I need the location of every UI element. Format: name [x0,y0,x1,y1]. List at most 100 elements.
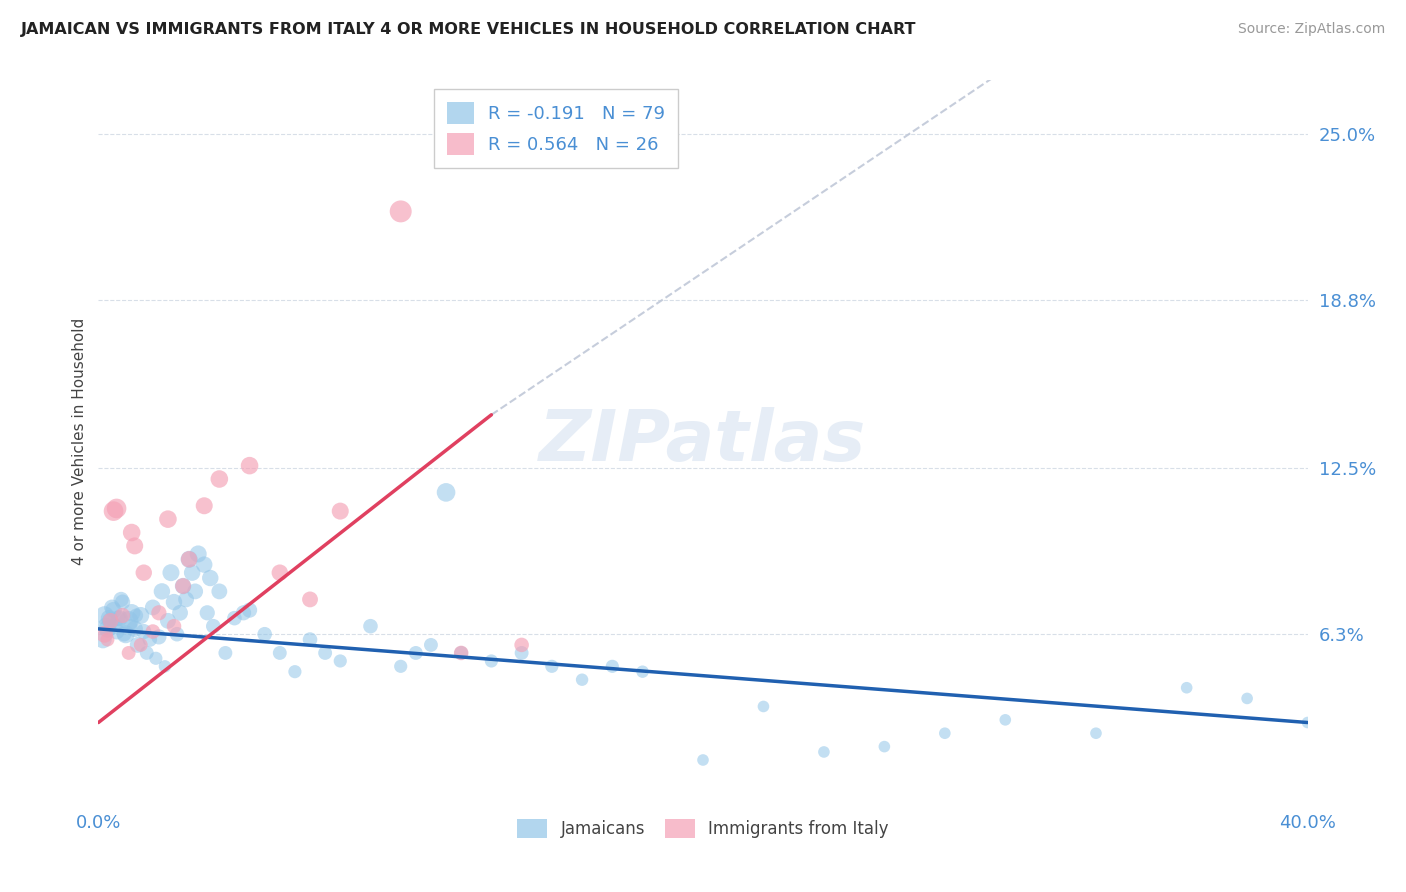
Point [105,624,128,639]
Point [389,204,412,219]
Point [631,665,654,679]
Point [139,632,162,647]
Point [269,646,291,660]
Point [420,638,443,652]
Point [156,614,179,628]
Point [179,552,201,566]
Point [129,638,152,652]
Point [153,659,176,673]
Point [127,638,149,652]
Point [160,566,183,580]
Point [124,539,146,553]
Point [98,611,121,625]
Point [239,603,262,617]
Point [179,552,201,566]
Point [163,595,186,609]
Point [510,646,533,660]
Point [121,525,143,540]
Point [104,619,127,633]
Point [195,606,218,620]
Point [172,579,194,593]
Point [111,595,134,609]
Point [120,619,142,633]
Point [873,739,896,754]
Point [510,638,533,652]
Point [934,726,956,740]
Point [193,499,215,513]
Point [105,501,128,516]
Point [389,659,412,673]
Point [163,619,186,633]
Point [103,504,125,518]
Point [193,558,215,572]
Point [93,627,115,641]
Point [540,659,562,673]
Point [148,606,170,620]
Point [329,504,352,518]
Point [114,627,136,641]
Point [101,600,124,615]
Point [145,651,167,665]
Text: Source: ZipAtlas.com: Source: ZipAtlas.com [1237,22,1385,37]
Point [110,592,132,607]
Point [299,592,322,607]
Point [142,600,165,615]
Point [174,592,197,607]
Point [125,608,148,623]
Point [1236,691,1258,706]
Point [100,614,122,628]
Text: JAMAICAN VS IMMIGRANTS FROM ITALY 4 OR MORE VEHICLES IN HOUSEHOLD CORRELATION CH: JAMAICAN VS IMMIGRANTS FROM ITALY 4 OR M… [21,22,917,37]
Point [93,608,115,623]
Point [202,619,225,633]
Text: ZIPatlas: ZIPatlas [540,407,866,476]
Y-axis label: 4 or more Vehicles in Household: 4 or more Vehicles in Household [72,318,87,566]
Point [96,622,118,636]
Point [96,632,118,647]
Point [1175,681,1198,695]
Point [184,584,207,599]
Point [111,608,134,623]
Point [94,619,117,633]
Point [450,646,472,660]
Point [169,606,191,620]
Point [434,485,457,500]
Point [1085,726,1108,740]
Point [148,630,170,644]
Point [253,627,276,641]
Point [172,579,194,593]
Point [232,606,254,620]
Point [129,608,152,623]
Point [135,646,157,660]
Point [187,547,209,561]
Point [1296,715,1319,730]
Point [100,614,122,628]
Point [481,654,503,668]
Point [118,646,141,660]
Point [360,619,382,633]
Point [156,512,179,526]
Point [692,753,714,767]
Point [299,632,322,647]
Point [132,566,155,580]
Point [994,713,1017,727]
Point [121,606,143,620]
Point [602,659,624,673]
Point [405,646,427,660]
Point [108,611,131,625]
Point [208,584,231,599]
Point [208,472,231,486]
Point [150,584,173,599]
Point [269,566,291,580]
Point [224,611,246,625]
Point [107,611,129,625]
Legend: Jamaicans, Immigrants from Italy: Jamaicans, Immigrants from Italy [510,813,896,845]
Point [329,654,352,668]
Point [571,673,593,687]
Point [450,646,472,660]
Point [181,566,204,580]
Point [214,646,236,660]
Point [200,571,222,585]
Point [124,622,146,636]
Point [239,458,262,473]
Point [284,665,307,679]
